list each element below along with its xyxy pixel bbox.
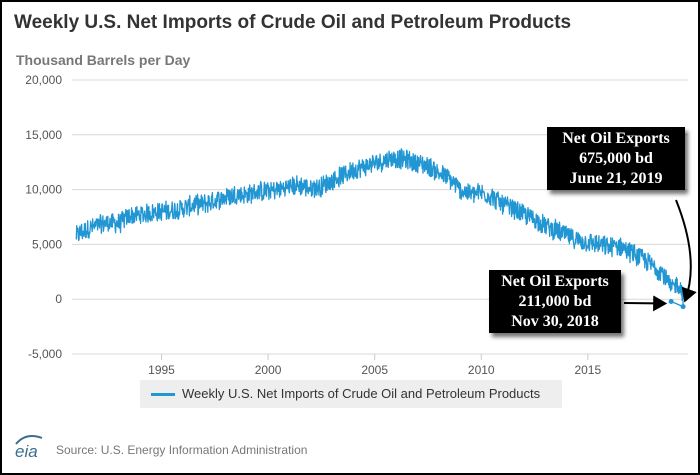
arrow-june-2019 [675, 199, 697, 303]
x-tick-label: 2000 [255, 363, 282, 377]
eia-logo-text: eia [15, 442, 38, 461]
y-tick-label: 0 [55, 292, 62, 306]
callout-line: Net Oil Exports [562, 130, 670, 147]
callout-line: Nov 30, 2018 [511, 313, 599, 330]
y-tick-label: -5,000 [28, 347, 62, 361]
eia-logo-icon [15, 435, 43, 445]
y-tick-label: 20,000 [25, 73, 62, 87]
callout-line: Net Oil Exports [501, 273, 609, 290]
arrow-nov-2018 [623, 295, 668, 312]
annotation-arrows [623, 199, 697, 312]
x-tick-label: 2015 [574, 363, 601, 377]
series-line [75, 148, 684, 308]
legend[interactable]: Weekly U.S. Net Imports of Crude Oil and… [140, 380, 562, 408]
x-tick-label: 2010 [468, 363, 495, 377]
y-tick-label: 10,000 [25, 183, 62, 197]
callout-line: 675,000 bd [579, 150, 653, 167]
annotation-callout-june-2019: Net Oil Exports 675,000 bd June 21, 2019 [547, 127, 685, 190]
legend-swatch [151, 393, 175, 396]
annotation-point-nov-2018 [668, 299, 674, 305]
y-tick-label: 15,000 [25, 128, 62, 142]
source-note: Source: U.S. Energy Information Administ… [56, 443, 308, 457]
y-tick-labels: 20,000 15,000 10,000 5,000 0 -5,000 [25, 73, 62, 361]
y-tick-label: 5,000 [32, 237, 62, 251]
annotation-callout-nov-2018: Net Oil Exports 211,000 bd Nov 30, 2018 [489, 270, 621, 333]
x-tick-label: 2005 [361, 363, 388, 377]
legend-label: Weekly U.S. Net Imports of Crude Oil and… [182, 386, 541, 401]
eia-logo: eia [12, 432, 46, 462]
callout-line: June 21, 2019 [569, 170, 663, 187]
y-axis-label: Thousand Barrels per Day [16, 52, 191, 68]
x-tick-labels: 1995 2000 2005 2010 2015 [148, 354, 601, 377]
x-tick-label: 1995 [148, 363, 175, 377]
chart-title: Weekly U.S. Net Imports of Crude Oil and… [14, 12, 572, 33]
annotation-point-june-2019 [680, 304, 686, 310]
callout-line: 211,000 bd [518, 293, 592, 310]
series-layer [75, 148, 684, 308]
